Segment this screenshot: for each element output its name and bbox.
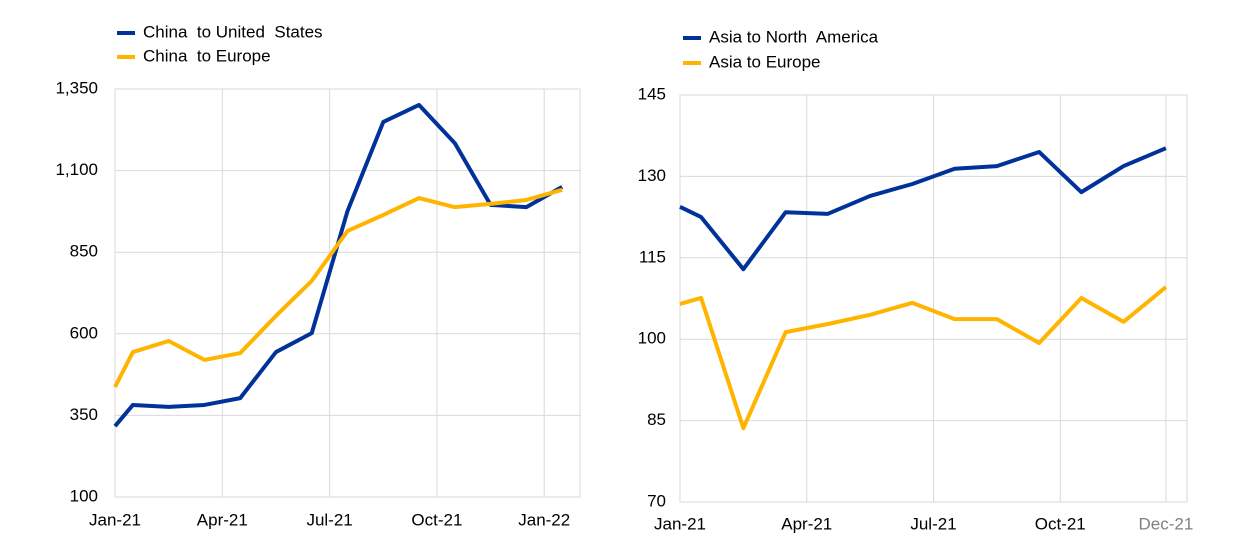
line-series bbox=[113, 187, 563, 388]
x-tick-label: Jul-21 bbox=[910, 514, 956, 533]
y-tick-label: 85 bbox=[647, 410, 666, 429]
x-tick-label: Apr-21 bbox=[781, 514, 832, 533]
y-tick-label: 1,350 bbox=[55, 78, 98, 97]
x-tick-label: Apr-21 bbox=[197, 510, 248, 529]
x-tick-label: Jan-21 bbox=[89, 510, 141, 529]
y-tick-label: 100 bbox=[70, 486, 98, 505]
y-tick-label: 115 bbox=[639, 247, 666, 266]
x-tick-label: Jan-22 bbox=[518, 510, 570, 529]
y-tick-label: 100 bbox=[638, 329, 666, 348]
y-tick-label: 70 bbox=[647, 491, 666, 510]
x-tick-label: Oct-21 bbox=[1035, 514, 1086, 533]
line-series bbox=[679, 146, 1167, 272]
x-tick-label: Oct-21 bbox=[411, 510, 462, 529]
y-tick-label: 600 bbox=[70, 323, 98, 342]
y-tick-label: 850 bbox=[70, 242, 98, 261]
y-tick-label: 130 bbox=[638, 166, 666, 185]
y-tick-label: 350 bbox=[70, 405, 98, 424]
legend-label: Asia to Europe bbox=[709, 52, 821, 71]
y-tick-label: 1,100 bbox=[55, 160, 98, 179]
legend-label: Asia to North America bbox=[709, 27, 879, 46]
legend-label: China to Europe bbox=[143, 46, 271, 65]
legend-label: China to United States bbox=[143, 22, 323, 41]
y-tick-label: 145 bbox=[638, 84, 666, 103]
plot-frame bbox=[114, 88, 581, 498]
x-tick-label: Dec-21 bbox=[1138, 514, 1193, 533]
line-series bbox=[679, 285, 1168, 431]
line-series bbox=[113, 102, 564, 428]
x-tick-label: Jul-21 bbox=[306, 510, 352, 529]
x-tick-label: Jan-21 bbox=[654, 514, 706, 533]
